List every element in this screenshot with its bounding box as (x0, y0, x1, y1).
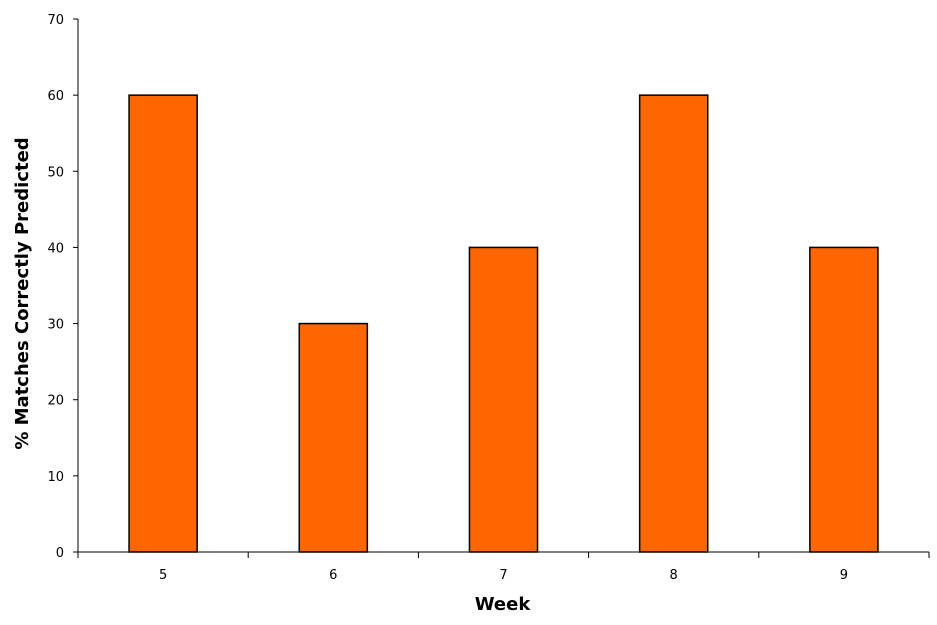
y-tick-label: 40 (47, 241, 64, 256)
y-tick-label: 20 (47, 394, 64, 409)
x-tick-label: 9 (840, 568, 848, 583)
x-tick-label: 5 (159, 568, 167, 583)
y-tick-label: 50 (47, 165, 64, 180)
y-tick-label: 10 (47, 470, 64, 485)
bars-group (128, 94, 879, 553)
y-tick-label: 60 (47, 89, 64, 104)
bar-week-6 (298, 322, 369, 553)
bar-week-7 (468, 246, 539, 553)
x-tick-label: 7 (499, 568, 507, 583)
x-axis-title: Week (475, 594, 532, 615)
y-tick-label: 0 (56, 546, 64, 561)
x-axis-ticks: 5 6 7 8 9 (77, 552, 930, 583)
bar-week-5 (128, 94, 198, 553)
bar-week-8 (638, 94, 709, 553)
x-tick-label: 6 (329, 568, 337, 583)
y-axis-title: % Matches Correctly Predicted (12, 137, 33, 449)
y-tick-label: 70 (47, 13, 64, 28)
y-tick-label: 30 (47, 318, 64, 333)
bar-week-9 (809, 246, 879, 553)
y-axis-ticks: 0 10 20 30 40 50 60 70 (47, 13, 78, 561)
x-tick-label: 8 (670, 568, 678, 583)
